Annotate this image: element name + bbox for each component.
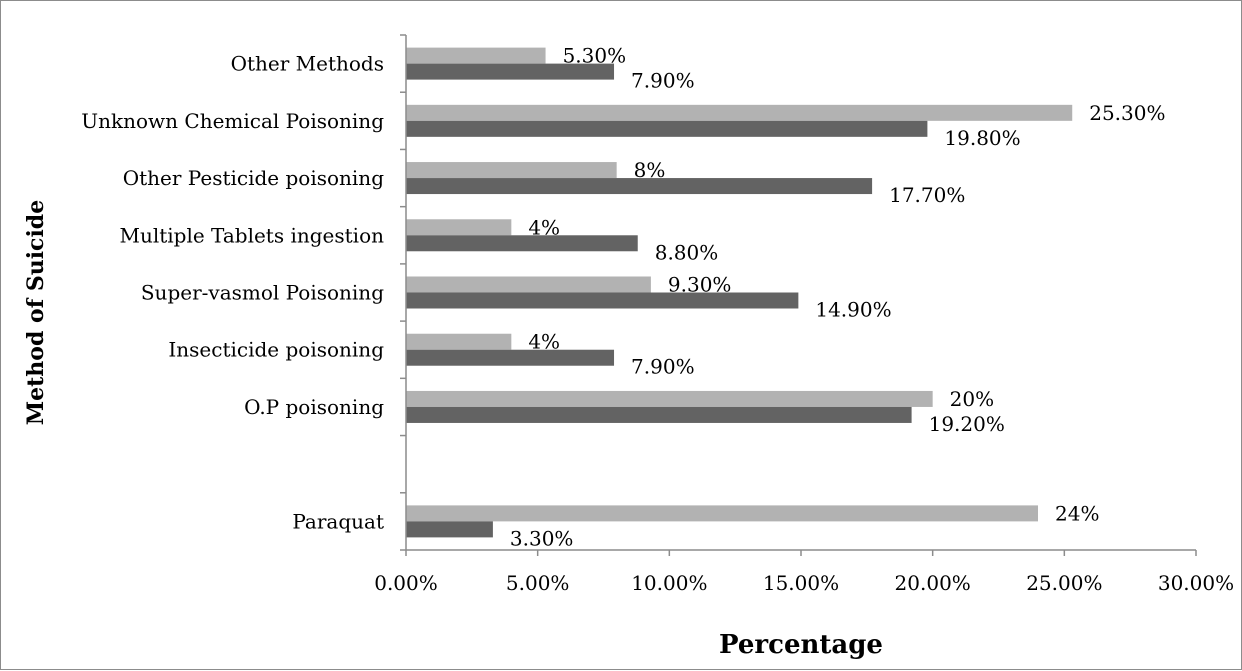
data-label: 8.80% bbox=[655, 240, 719, 264]
x-axis-title: Percentage bbox=[719, 630, 883, 660]
y-axis-title: Method of Suicide bbox=[23, 200, 49, 425]
category-label: Insecticide poisoning bbox=[168, 338, 384, 362]
bar-series-2 bbox=[406, 235, 638, 252]
bar-series-2 bbox=[406, 349, 615, 366]
x-tick-label: 15.00% bbox=[763, 571, 839, 595]
category-label: Super-vasmol Poisoning bbox=[141, 281, 384, 305]
x-tick-label: 5.00% bbox=[506, 571, 570, 595]
bar-series-2 bbox=[406, 63, 615, 80]
data-label: 19.80% bbox=[944, 126, 1020, 150]
x-tick-label: 10.00% bbox=[631, 571, 707, 595]
data-label: 9.30% bbox=[668, 273, 732, 297]
bar-series-1 bbox=[406, 390, 933, 407]
data-label: 8% bbox=[634, 158, 666, 182]
bar-series-2 bbox=[406, 120, 928, 137]
bar-series-2 bbox=[406, 292, 799, 309]
bar-series-2 bbox=[406, 521, 493, 538]
x-tick-label: 0.00% bbox=[374, 571, 438, 595]
category-label: O.P poisoning bbox=[244, 395, 384, 419]
category-label: Unknown Chemical Poisoning bbox=[81, 109, 384, 133]
bar-series-1 bbox=[406, 47, 546, 64]
data-label: 17.70% bbox=[889, 183, 965, 207]
bar-series-1 bbox=[406, 162, 617, 179]
category-label: Other Methods bbox=[231, 52, 384, 76]
data-label: 14.90% bbox=[815, 298, 891, 322]
data-label: 4% bbox=[528, 215, 560, 239]
data-label: 24% bbox=[1055, 501, 1099, 525]
category-label: Multiple Tablets ingestion bbox=[119, 223, 384, 247]
bar-series-1 bbox=[406, 505, 1038, 522]
bar-series-1 bbox=[406, 276, 651, 293]
data-label: 19.20% bbox=[929, 412, 1005, 436]
x-tick-label: 20.00% bbox=[895, 571, 971, 595]
data-label: 3.30% bbox=[510, 526, 574, 550]
bar-series-1 bbox=[406, 219, 512, 236]
data-label: 25.30% bbox=[1089, 101, 1165, 125]
category-label: Other Pesticide poisoning bbox=[123, 166, 384, 190]
data-label: 7.90% bbox=[631, 69, 695, 93]
labels-layer: Paraquat 24% 3.30% O.P poisoning 20%19.20% In… bbox=[81, 44, 1165, 551]
bars-layer bbox=[406, 47, 1073, 538]
category-label: Paraquat bbox=[292, 509, 384, 533]
bar-series-2 bbox=[406, 406, 912, 423]
data-label: 5.30% bbox=[563, 44, 627, 68]
data-label: 7.90% bbox=[631, 355, 695, 379]
bar-series-2 bbox=[406, 178, 873, 195]
ticks-layer: 0.00% 5.00% 10.00% 15.00% 20.00% 25.00% 30.00% bbox=[374, 34, 1234, 595]
x-tick-label: 30.00% bbox=[1158, 571, 1234, 595]
data-label: 20% bbox=[950, 387, 994, 411]
bar-series-1 bbox=[406, 333, 512, 350]
data-label: 4% bbox=[528, 330, 560, 354]
bar-series-1 bbox=[406, 104, 1073, 121]
x-tick-label: 25.00% bbox=[1026, 571, 1102, 595]
